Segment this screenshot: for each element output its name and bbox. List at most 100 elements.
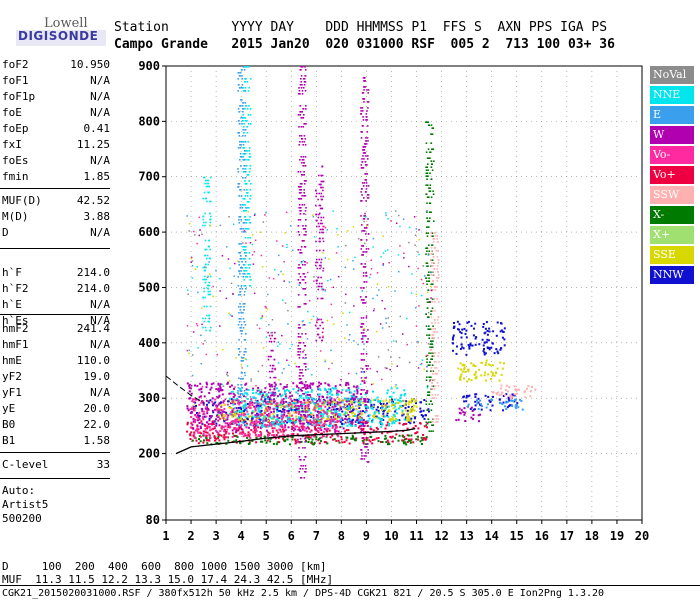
echo-point <box>315 424 318 427</box>
echo-point <box>301 320 304 323</box>
echo-point <box>361 131 363 133</box>
echo-point <box>314 426 316 429</box>
echo-point <box>304 282 307 284</box>
echo-point <box>428 334 431 336</box>
parameter-row: foF1p N/A <box>2 90 110 106</box>
echo-point <box>347 409 349 412</box>
echo-point <box>385 424 388 427</box>
echo-point <box>310 397 313 400</box>
echo-point <box>381 432 384 435</box>
echo-point <box>415 405 418 408</box>
echo-point <box>317 427 320 430</box>
echo-point <box>241 105 244 107</box>
echo-point <box>246 183 248 185</box>
echo-point <box>297 333 300 335</box>
echo-point <box>221 383 223 386</box>
echo-point <box>394 402 397 405</box>
parameter-value: 214.0 <box>76 266 110 279</box>
echo-point <box>298 420 301 422</box>
echo-point <box>244 408 246 411</box>
echo-point <box>292 382 295 385</box>
echo-point <box>352 259 354 262</box>
echo-point <box>200 420 203 423</box>
echo-point <box>206 182 208 185</box>
echo-point <box>333 438 336 441</box>
echo-point <box>365 155 367 157</box>
echo-point <box>294 404 297 407</box>
echo-point <box>312 216 315 218</box>
echo-point <box>215 422 218 425</box>
echo-point <box>352 395 355 398</box>
echo-point <box>302 417 305 420</box>
echo-point <box>273 410 275 413</box>
echo-point <box>483 351 486 354</box>
echo-point <box>426 298 428 300</box>
echo-point <box>366 119 369 121</box>
echo-point <box>472 408 475 411</box>
echo-point <box>387 218 389 220</box>
echo-point <box>238 222 241 224</box>
echo-point <box>201 422 204 425</box>
echo-point <box>238 111 240 113</box>
echo-point <box>318 395 321 398</box>
echo-point <box>249 396 252 398</box>
echo-point <box>239 303 241 305</box>
echo-point <box>217 409 220 412</box>
echo-point <box>303 349 305 351</box>
echo-point <box>273 421 275 424</box>
echo-point <box>351 401 354 404</box>
echo-point <box>318 174 320 177</box>
echo-point <box>326 390 329 393</box>
echo-point <box>212 423 215 426</box>
echo-point <box>217 433 220 436</box>
echo-point <box>210 386 213 389</box>
echo-point <box>362 431 365 433</box>
echo-point <box>276 402 279 405</box>
echo-point <box>347 387 350 390</box>
echo-point <box>272 430 274 433</box>
echo-point <box>190 416 193 418</box>
echo-point <box>386 410 389 413</box>
echo-point <box>214 398 217 401</box>
echo-point <box>360 398 362 400</box>
echo-point <box>472 417 474 420</box>
echo-point <box>385 404 387 406</box>
echo-point <box>244 418 247 421</box>
echo-point <box>314 404 316 406</box>
echo-point <box>426 316 429 318</box>
echo-point <box>511 393 514 396</box>
echo-point <box>243 123 245 125</box>
echo-point <box>358 407 361 409</box>
echo-point <box>425 437 428 440</box>
echo-point <box>313 276 315 278</box>
echo-point <box>330 393 333 396</box>
echo-point <box>246 132 249 134</box>
echo-point <box>244 177 247 179</box>
echo-point <box>401 409 404 412</box>
echo-point <box>197 416 200 419</box>
echo-point <box>437 262 440 264</box>
echo-point <box>314 434 317 437</box>
echo-point <box>239 406 242 409</box>
echo-point <box>321 207 323 210</box>
echo-point <box>193 398 196 401</box>
echo-point <box>369 432 372 435</box>
echo-point <box>242 114 244 116</box>
echo-point <box>283 422 286 424</box>
echo-point <box>226 373 228 376</box>
echo-point <box>421 443 423 445</box>
echo-point <box>240 270 242 272</box>
echo-point <box>271 421 274 424</box>
echo-point <box>487 403 489 406</box>
echo-point <box>386 249 389 251</box>
echo-point <box>382 402 385 405</box>
echo-point <box>339 426 342 429</box>
echo-point <box>234 411 237 413</box>
echo-point <box>482 323 485 325</box>
echo-point <box>389 395 391 398</box>
echo-point <box>202 402 205 405</box>
echo-point <box>242 327 245 329</box>
echo-point <box>285 385 288 388</box>
echo-point <box>206 403 208 406</box>
echo-point <box>196 324 199 327</box>
